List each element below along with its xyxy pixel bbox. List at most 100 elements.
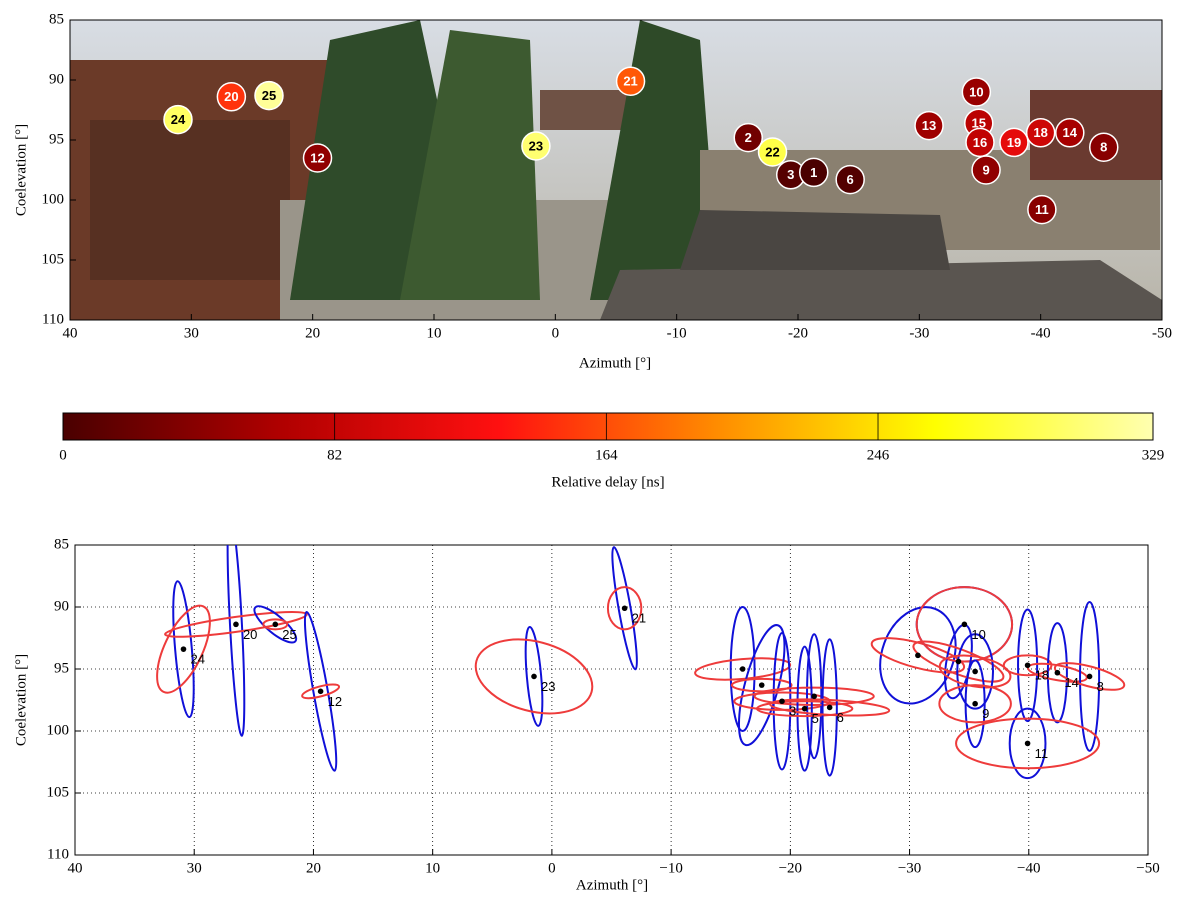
x-tick-label: 10 xyxy=(425,860,440,876)
path-label: 3 xyxy=(787,167,794,182)
x-tick-label: 0 xyxy=(548,860,556,876)
x-tick-label: 30 xyxy=(187,860,202,876)
path-label: 19 xyxy=(1007,135,1021,150)
x-tick-label: -50 xyxy=(1152,325,1172,341)
path-dot xyxy=(622,605,628,611)
colorbar-tick-label: 164 xyxy=(595,447,618,463)
path-label: 13 xyxy=(922,118,936,133)
y-tick-label: 90 xyxy=(49,71,64,87)
x-tick-label: −30 xyxy=(898,860,921,876)
path-dot xyxy=(802,706,808,712)
x-tick-label: −20 xyxy=(779,860,802,876)
path-label: 8 xyxy=(1097,679,1104,694)
x-tick-label: 40 xyxy=(63,325,78,341)
y-tick-label: 105 xyxy=(42,251,65,267)
path-label: 16 xyxy=(973,135,987,150)
path-dot xyxy=(272,622,278,628)
path-label: 12 xyxy=(328,694,342,709)
path-dot xyxy=(915,653,921,659)
path-dot xyxy=(811,693,817,699)
path-dot xyxy=(962,622,968,628)
ellipses xyxy=(146,513,1126,779)
path-label: 21 xyxy=(632,611,646,626)
y-tick-label: 85 xyxy=(54,536,69,552)
colorbar-tick-label: 329 xyxy=(1142,447,1165,463)
path-label: 20 xyxy=(224,89,238,104)
y-axis-label: Coelevation [°] xyxy=(13,124,29,216)
x-tick-label: 30 xyxy=(184,325,199,341)
path-label: 14 xyxy=(1063,125,1078,140)
path-label: 22 xyxy=(765,144,779,159)
path-dot xyxy=(1055,670,1061,676)
x-tick-label: −50 xyxy=(1136,860,1159,876)
y-tick-label: 95 xyxy=(49,131,64,147)
path-label: 21 xyxy=(623,74,637,89)
y-tick-label: 100 xyxy=(47,722,70,738)
x-tick-label: −10 xyxy=(659,860,682,876)
path-dot xyxy=(972,701,978,707)
path-dot xyxy=(1025,741,1031,747)
path-dot xyxy=(318,689,324,695)
colorbar-tick-label: 0 xyxy=(59,447,67,463)
colorbar xyxy=(63,413,1153,440)
path-dot xyxy=(531,674,537,680)
x-axis-label: Azimuth [°] xyxy=(579,355,651,371)
path-label: 10 xyxy=(969,84,983,99)
path-dot xyxy=(779,698,785,704)
path-label: 12 xyxy=(310,150,324,165)
path-label: 11 xyxy=(1035,746,1049,761)
path-dot xyxy=(1025,662,1031,668)
path-dot xyxy=(233,622,239,628)
y-tick-label: 85 xyxy=(49,11,64,27)
path-label: 5 xyxy=(812,711,819,726)
y-tick-label: 100 xyxy=(42,191,65,207)
path-dot xyxy=(759,682,765,688)
x-tick-label: 20 xyxy=(306,860,321,876)
path-label: 6 xyxy=(847,172,854,187)
y-tick-label: 110 xyxy=(47,846,69,862)
x-tick-label: -10 xyxy=(667,325,687,341)
path-label: 8 xyxy=(1100,140,1107,155)
x-tick-label: 10 xyxy=(427,325,442,341)
x-axis-label: Azimuth [°] xyxy=(576,877,648,893)
path-dot xyxy=(181,646,187,652)
y-axis-label: Coelevation [°] xyxy=(13,654,29,746)
path-label: 9 xyxy=(982,162,989,177)
path-label: 25 xyxy=(262,88,276,103)
path-dot xyxy=(827,705,833,711)
colorbar-tick-label: 246 xyxy=(867,447,890,463)
y-tick-label: 110 xyxy=(42,311,64,327)
path-label: 11 xyxy=(1035,202,1049,217)
path-dot xyxy=(956,659,962,665)
path-dot xyxy=(1087,674,1093,680)
path-label: 24 xyxy=(190,652,204,667)
path-label: 18 xyxy=(1035,668,1049,683)
path-label: 3 xyxy=(789,704,796,719)
x-tick-label: 0 xyxy=(552,325,560,341)
y-tick-label: 90 xyxy=(54,598,69,614)
y-tick-label: 105 xyxy=(47,784,70,800)
path-label: 6 xyxy=(837,710,844,725)
path-label: 10 xyxy=(971,627,985,642)
path-label: 14 xyxy=(1064,675,1078,690)
figure: Azimuth [°] Coelevation [°] Relative del… xyxy=(0,0,1178,895)
path-label: 18 xyxy=(1033,125,1047,140)
colorbar-label: Relative delay [ns] xyxy=(551,474,664,490)
x-tick-label: -30 xyxy=(909,325,929,341)
path-label: 24 xyxy=(171,112,186,127)
x-tick-label: -40 xyxy=(1031,325,1051,341)
x-tick-label: −40 xyxy=(1017,860,1040,876)
path-label: 1 xyxy=(810,165,817,180)
x-tick-label: 20 xyxy=(305,325,320,341)
path-label: 9 xyxy=(982,706,989,721)
y-tick-label: 95 xyxy=(54,660,69,676)
x-tick-label: -20 xyxy=(788,325,808,341)
path-label: 23 xyxy=(529,138,543,153)
path-label: 2 xyxy=(745,130,752,145)
path-label: 20 xyxy=(243,627,257,642)
path-dot xyxy=(740,666,746,672)
x-tick-label: 40 xyxy=(68,860,83,876)
path-label: 25 xyxy=(282,627,296,642)
colorbar-tick-label: 82 xyxy=(327,447,342,463)
path-dot xyxy=(972,669,978,675)
